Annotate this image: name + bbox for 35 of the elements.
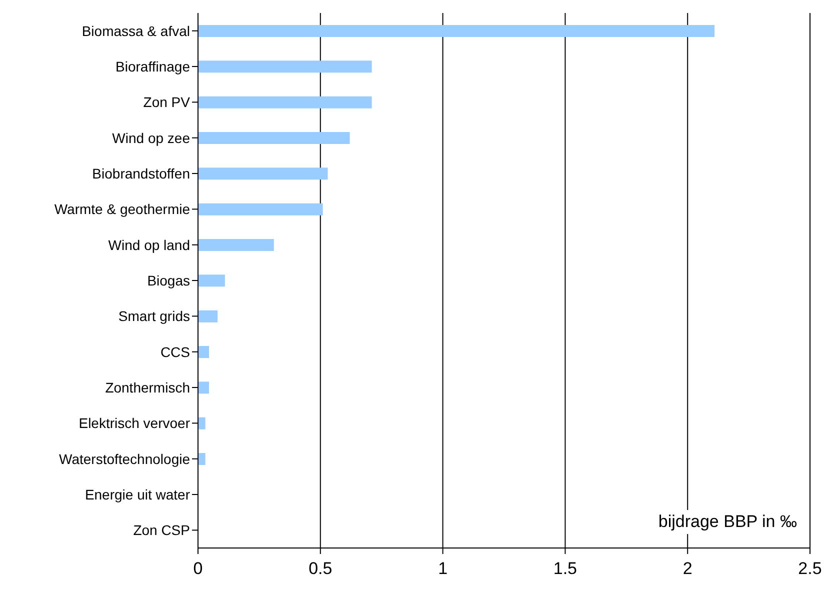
y-tick-label: Wind op land [108,236,190,253]
y-tick-label: Wind op zee [112,130,190,146]
y-tick-label: Smart grids [118,308,190,324]
x-tick-label: 1 [438,559,448,578]
bar [198,203,323,216]
x-tick-label: 0 [193,559,203,578]
y-tick-label: Zon CSP [133,522,190,538]
x-tick-label: 1.5 [553,559,578,578]
y-tick-label: Elektrisch vervoer [78,415,190,432]
x-tick-label: 2 [682,559,692,578]
y-tick-label: Biomassa & afval [82,22,190,39]
x-axis-title: bijdrage BBP in ‰ [646,510,809,534]
y-tick-label: Warmte & geothermie [54,201,190,218]
bar [198,239,274,251]
x-tick-label: 0.5 [308,559,332,578]
bar [198,382,210,394]
x-tick-label: 2.5 [798,559,822,578]
bar [198,453,206,465]
bar [198,417,206,430]
bar [198,168,328,180]
y-tick-label: Biobrandstoffen [92,165,190,182]
bar [198,132,350,144]
y-tick-label: Biogas [147,272,190,288]
bar [198,274,225,287]
y-tick-label: Energie uit water [84,486,190,502]
bar [198,310,218,322]
y-tick-label: Waterstoftechnologie [59,450,190,467]
y-tick-label: Zon PV [143,94,191,110]
y-tick-label: Zonthermisch [105,379,190,396]
bar [198,60,372,73]
bar [198,96,372,108]
y-tick-label: Bioraffinage [116,58,190,74]
bar [198,346,210,358]
bar [198,25,715,37]
y-tick-label: CCS [160,344,190,360]
